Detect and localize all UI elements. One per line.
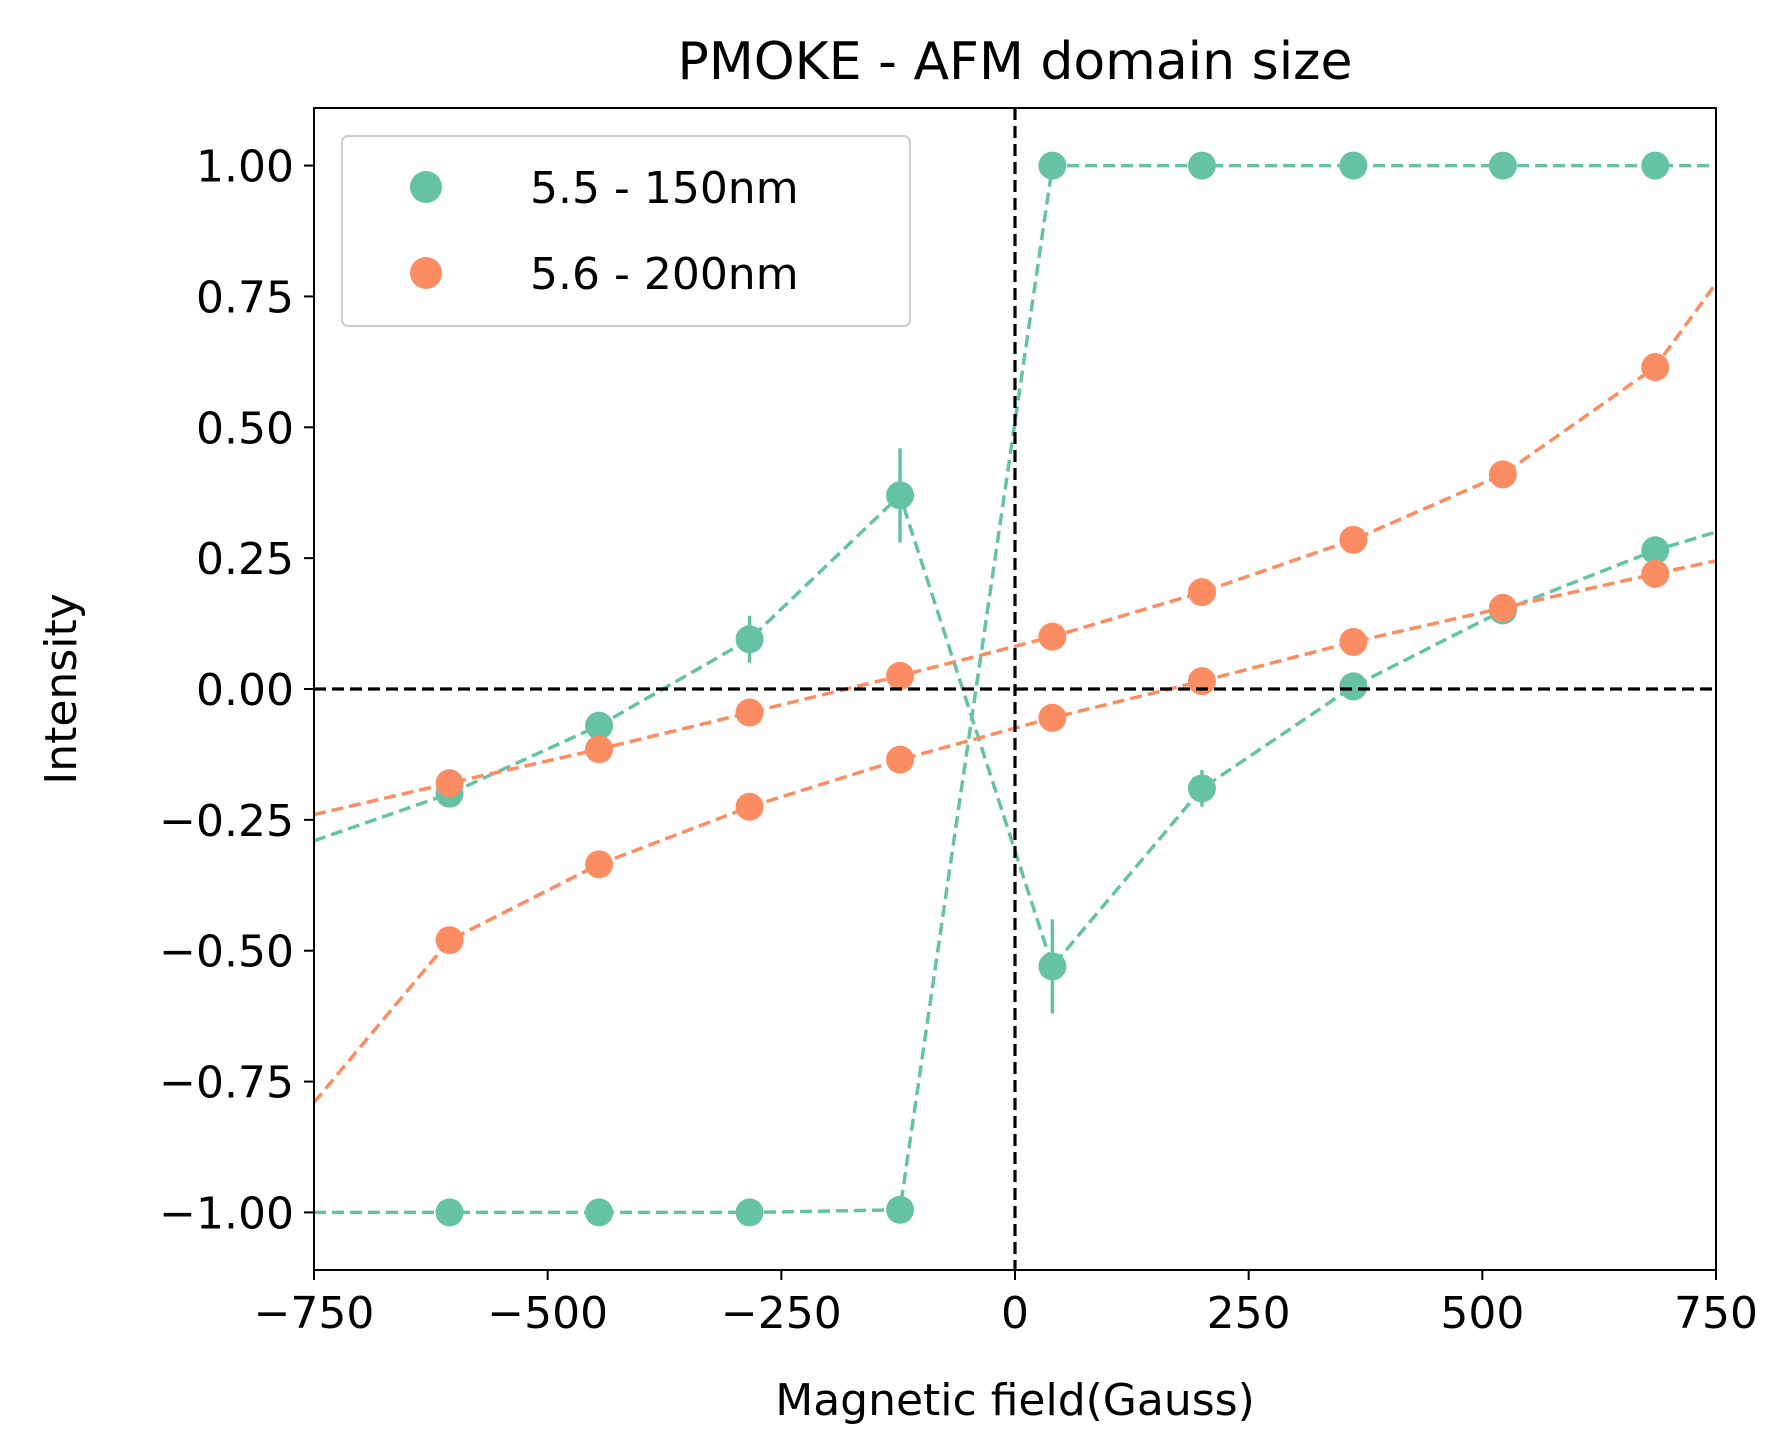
series-1-point	[1339, 672, 1368, 701]
y-tick-label: −1.00	[159, 1188, 294, 1239]
series-2-point	[1038, 703, 1067, 732]
y-tick-label: −0.25	[159, 796, 294, 847]
series-2-point	[735, 698, 764, 727]
x-tick-label: −500	[487, 1288, 608, 1339]
series-1-point	[886, 481, 915, 510]
y-tick-label: 0.50	[196, 403, 294, 454]
series-2-point	[1641, 559, 1670, 588]
series-2-point	[435, 926, 464, 955]
series-2-point	[1641, 353, 1670, 382]
reference-lines	[314, 108, 1716, 1270]
y-tick-label: 0.00	[196, 665, 294, 716]
series-2-point	[435, 769, 464, 798]
series-2-point	[1488, 460, 1517, 489]
x-axis: −750 −500 −250 0 250 500 750	[254, 1270, 1758, 1339]
series-1-point	[435, 1198, 464, 1227]
series-2-point	[585, 735, 614, 764]
series-1-point	[886, 1195, 915, 1224]
y-tick-label: −0.50	[159, 927, 294, 978]
x-tick-label: −250	[721, 1288, 842, 1339]
chart-title: PMOKE - AFM domain size	[678, 32, 1353, 92]
series-1-point	[735, 625, 764, 654]
y-axis-label: Intensity	[36, 593, 87, 785]
legend-marker-series-2	[410, 257, 442, 289]
series-1-point	[1187, 151, 1216, 180]
series-2-point	[1038, 622, 1067, 651]
series-2-point	[585, 850, 614, 879]
series-1-point	[585, 1198, 614, 1227]
x-tick-label: 750	[1674, 1288, 1758, 1339]
x-tick-label: 250	[1207, 1288, 1291, 1339]
x-tick-label: −750	[254, 1288, 375, 1339]
x-tick-label: 500	[1440, 1288, 1524, 1339]
legend: 5.5 - 150nm 5.6 - 200nm	[341, 135, 911, 327]
legend-frame	[341, 135, 911, 327]
series-1-point	[585, 711, 614, 740]
y-tick-label: 0.75	[196, 272, 294, 323]
x-tick-label: 0	[1001, 1288, 1029, 1339]
series-1-point	[1488, 151, 1517, 180]
y-tick-label: 1.00	[196, 142, 294, 193]
series-layer	[314, 151, 1716, 1227]
series-2-point	[735, 792, 764, 821]
series-1-point	[1339, 151, 1368, 180]
series-1-branch-2-line	[314, 492, 1716, 970]
series-1-point	[1038, 952, 1067, 981]
series-1-point	[1641, 151, 1670, 180]
series-1-point	[1187, 774, 1216, 803]
legend-marker-series-1	[410, 171, 442, 203]
series-1-point	[735, 1198, 764, 1227]
y-tick-label: 0.25	[196, 534, 294, 585]
series-2-point	[1488, 593, 1517, 622]
series-1-point	[1038, 151, 1067, 180]
series-2-point	[1339, 627, 1368, 656]
y-axis: 1.00 0.75 0.50 0.25 0.00 −0.25 −0.50 −0.75 −1.00	[159, 142, 314, 1239]
y-tick-label: −0.75	[159, 1058, 294, 1109]
series-2-point	[1339, 525, 1368, 554]
series-2-point	[886, 661, 915, 690]
legend-label-series-1: 5.5 - 150nm	[530, 163, 799, 214]
series-2-point	[1187, 578, 1216, 607]
series-2-point	[886, 745, 915, 774]
legend-label-series-2: 5.6 - 200nm	[530, 249, 799, 300]
series-2-point	[1187, 667, 1216, 696]
x-axis-label: Magnetic field(Gauss)	[775, 1375, 1255, 1426]
series-1-point	[1641, 536, 1670, 565]
